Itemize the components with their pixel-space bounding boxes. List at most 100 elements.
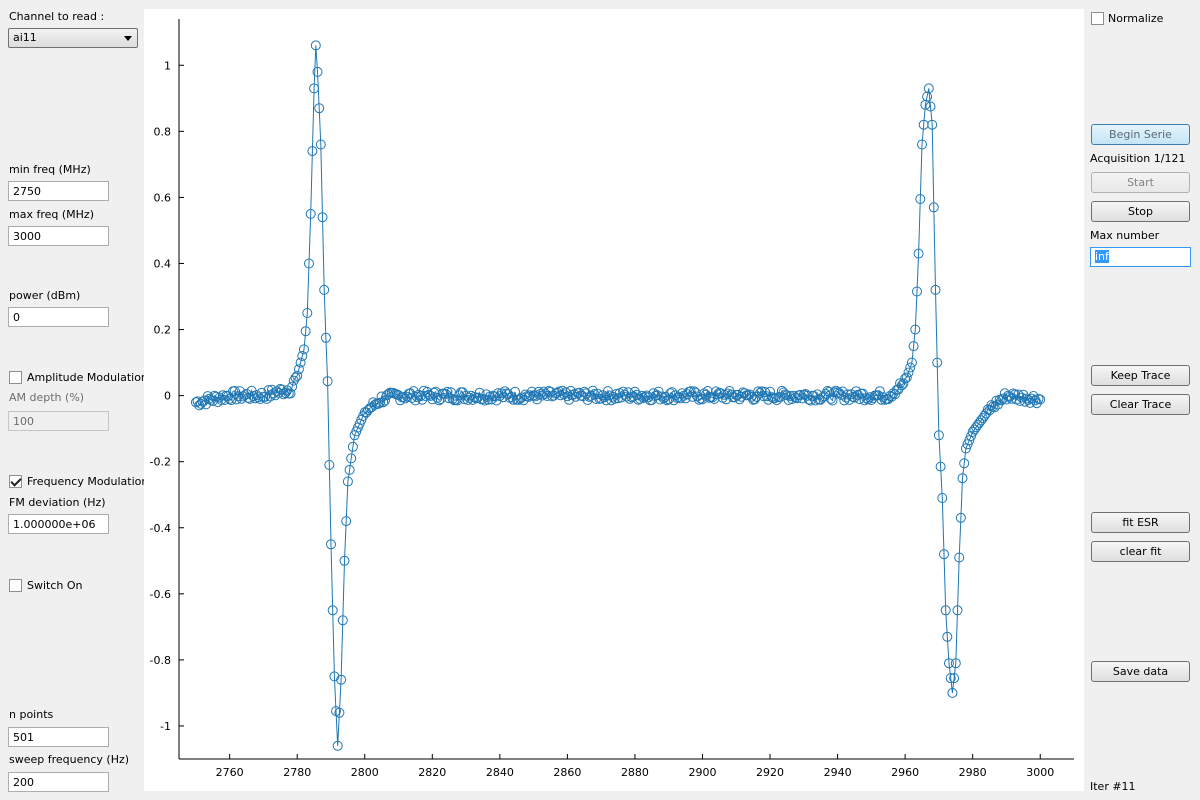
data-point bbox=[429, 387, 439, 398]
am-depth-input[interactable] bbox=[8, 411, 109, 431]
data-point bbox=[196, 398, 206, 409]
data-point bbox=[689, 386, 699, 397]
data-point bbox=[219, 395, 230, 405]
y-tick-label: -1 bbox=[160, 720, 171, 733]
data-point bbox=[945, 673, 956, 684]
data-point bbox=[930, 284, 941, 295]
data-point bbox=[792, 393, 803, 404]
max-freq-input[interactable] bbox=[8, 226, 109, 246]
stop-button[interactable]: Stop bbox=[1091, 201, 1190, 222]
data-point bbox=[653, 386, 664, 397]
data-point bbox=[299, 344, 309, 355]
data-point bbox=[574, 387, 585, 398]
data-point bbox=[309, 83, 320, 94]
switch-checkbox[interactable] bbox=[9, 579, 22, 592]
data-point bbox=[832, 387, 843, 398]
data-point bbox=[314, 103, 325, 114]
x-tick-label: 2980 bbox=[959, 766, 987, 779]
data-point bbox=[307, 146, 318, 157]
sweep-frequency-input[interactable] bbox=[8, 772, 109, 792]
clear-trace-button[interactable]: Clear Trace bbox=[1091, 394, 1190, 415]
data-point bbox=[815, 394, 826, 405]
iteration-counter: Iter #11 bbox=[1090, 780, 1136, 793]
clear-fit-button[interactable]: clear fit bbox=[1091, 541, 1190, 562]
power-input[interactable] bbox=[8, 307, 109, 327]
fm-checkbox[interactable] bbox=[9, 475, 22, 488]
data-point bbox=[457, 387, 468, 398]
data-point bbox=[292, 370, 303, 381]
data-point bbox=[714, 387, 725, 398]
am-checkbox[interactable] bbox=[9, 371, 22, 384]
y-tick-label: -0.4 bbox=[150, 522, 171, 535]
data-point bbox=[577, 391, 588, 402]
data-point bbox=[1003, 390, 1014, 401]
data-point bbox=[238, 391, 249, 402]
data-point bbox=[499, 386, 510, 397]
plot-area[interactable]: 2760 2780 2800 2820 2840 2860 2880 2900 2920 2940… bbox=[144, 9, 1084, 791]
data-point bbox=[957, 473, 968, 484]
data-point bbox=[295, 357, 306, 368]
data-point bbox=[746, 391, 757, 402]
data-point bbox=[550, 388, 561, 399]
data-point bbox=[268, 388, 279, 399]
save-data-button[interactable]: Save data bbox=[1091, 661, 1190, 682]
data-point bbox=[366, 402, 377, 413]
data-point bbox=[618, 386, 629, 397]
keep-trace-button[interactable]: Keep Trace bbox=[1091, 365, 1190, 386]
data-point bbox=[442, 386, 453, 397]
fm-deviation-input[interactable] bbox=[8, 514, 109, 534]
data-point bbox=[287, 381, 298, 392]
npoints-input[interactable] bbox=[8, 727, 109, 747]
data-point bbox=[532, 394, 542, 405]
data-point bbox=[324, 460, 335, 470]
x-tick-label: 2800 bbox=[351, 766, 379, 779]
data-point bbox=[609, 393, 620, 404]
data-point bbox=[402, 391, 412, 402]
data-point bbox=[905, 362, 916, 373]
y-tick-label: 0.4 bbox=[154, 257, 172, 270]
max-number-input[interactable]: inf bbox=[1090, 247, 1191, 267]
data-point bbox=[707, 392, 718, 403]
start-button[interactable]: Start bbox=[1091, 172, 1190, 193]
data-point bbox=[322, 376, 333, 387]
data-point bbox=[925, 101, 936, 112]
switch-label: Switch On bbox=[27, 579, 83, 592]
data-point bbox=[662, 395, 672, 406]
power-label: power (dBm) bbox=[9, 289, 81, 302]
data-point bbox=[336, 674, 347, 685]
min-freq-input[interactable] bbox=[8, 181, 109, 201]
data-point bbox=[332, 740, 343, 751]
normalize-checkbox[interactable] bbox=[1091, 12, 1104, 25]
sweep-frequency-label: sweep frequency (Hz) bbox=[9, 753, 130, 766]
data-point bbox=[729, 392, 740, 403]
data-point bbox=[212, 397, 223, 408]
data-point bbox=[380, 395, 390, 406]
data-point bbox=[950, 658, 961, 669]
data-point bbox=[989, 402, 1000, 413]
data-point bbox=[785, 391, 796, 401]
data-point bbox=[912, 286, 922, 297]
data-point bbox=[765, 386, 775, 397]
data-point bbox=[933, 430, 944, 441]
data-point bbox=[1025, 397, 1036, 408]
x-tick-label: 2860 bbox=[553, 766, 581, 779]
data-point bbox=[204, 393, 215, 404]
data-point bbox=[966, 431, 976, 442]
data-point bbox=[293, 364, 304, 375]
begin-serie-button[interactable]: Begin Serie bbox=[1091, 124, 1190, 145]
y-tick-label: 0.8 bbox=[154, 125, 172, 138]
esr-chart[interactable]: 2760 2780 2800 2820 2840 2860 2880 2900 2920 2940… bbox=[144, 9, 1084, 791]
fm-label: Frequency Modulation bbox=[27, 475, 149, 488]
x-tick-label: 2940 bbox=[824, 766, 852, 779]
data-point bbox=[339, 555, 350, 566]
data-point bbox=[726, 389, 737, 400]
channel-select[interactable]: ai11 bbox=[8, 28, 138, 48]
fit-esr-button[interactable]: fit ESR bbox=[1091, 512, 1190, 533]
data-point bbox=[667, 387, 678, 398]
data-point bbox=[378, 397, 389, 408]
data-point bbox=[839, 395, 850, 406]
normalize-label: Normalize bbox=[1108, 12, 1164, 25]
data-point bbox=[474, 387, 485, 398]
data-point bbox=[940, 605, 951, 616]
data-point bbox=[987, 401, 998, 412]
